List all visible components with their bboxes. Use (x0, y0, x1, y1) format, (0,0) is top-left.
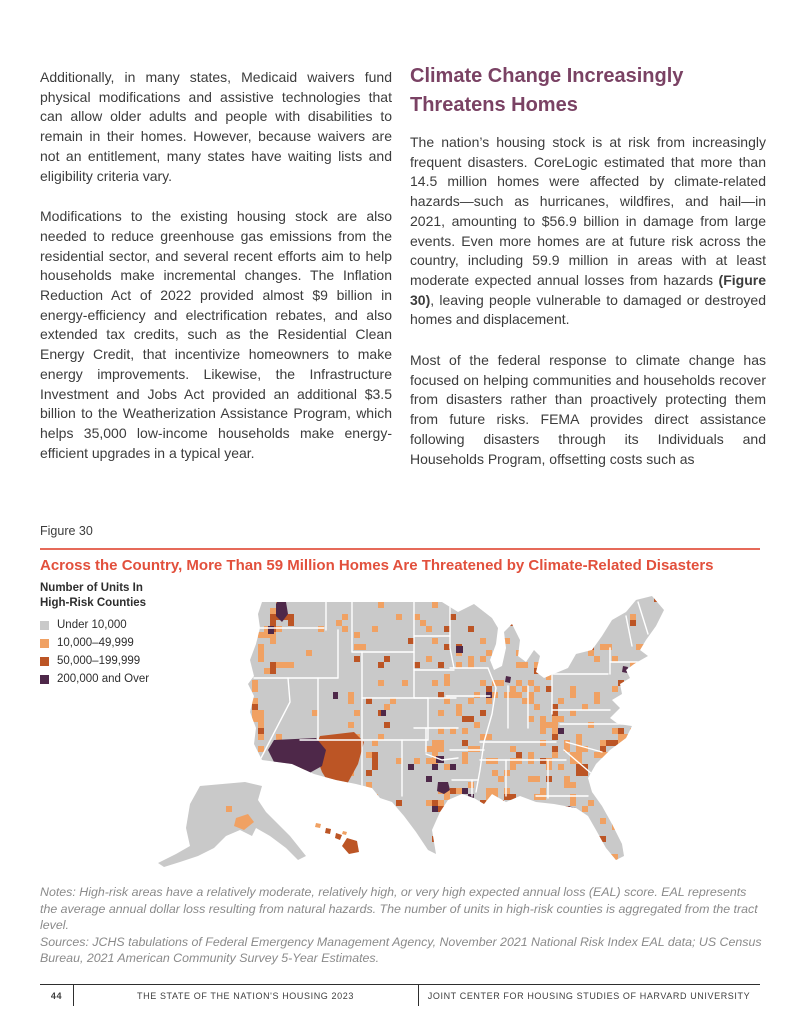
new-york-purple (622, 666, 628, 673)
footer-divider (418, 984, 419, 1006)
section-heading: Climate Change Increasingly Threatens Ho… (410, 65, 684, 116)
denver-purple (381, 710, 386, 716)
left-column: Additionally, in many states, Medicaid w… (40, 68, 392, 484)
legend-item: 200,000 and Over (40, 673, 190, 685)
alaska-silhouette (158, 782, 306, 867)
state-borders (253, 601, 649, 799)
legend-item: 50,000–199,999 (40, 655, 190, 667)
big-island (342, 838, 359, 854)
kauai (315, 823, 321, 828)
seattle-south-purple (268, 626, 274, 634)
figure-label: Figure 30 (40, 524, 93, 538)
seattle-purple (276, 600, 288, 622)
figure-rule (40, 548, 760, 550)
oahu (325, 828, 331, 834)
legend-heading: Number of Units In High-Risk Counties (40, 582, 147, 609)
figure-reference: (Figure 30) (410, 271, 766, 308)
legend-item-label: 200,000 and Over (57, 673, 150, 685)
footer-report-title: THE STATE OF THE NATION'S HOUSING 2023 (137, 991, 354, 1001)
minneapolis-purple (456, 646, 463, 653)
miami-purple (586, 836, 595, 848)
paragraph-text: The nation’s housing stock is at risk fr… (410, 134, 766, 288)
alaska-orange-dot (226, 806, 232, 812)
us-county-choropleth-map (158, 596, 664, 867)
legend-item-label: Under 10,000 (57, 619, 127, 631)
footer-rule (40, 984, 760, 985)
legend-swatch-10000-49999 (40, 638, 49, 648)
footer-divider (73, 984, 74, 1006)
hawaii-inset (315, 823, 359, 854)
arizona-rust-region (314, 732, 364, 788)
legend-swatch-50000-199999 (40, 656, 49, 666)
legend-item: Under 10,000 (40, 619, 190, 631)
alaska-inset (158, 782, 306, 867)
legend-item: 10,000–49,999 (40, 637, 190, 649)
paragraph-text: , leaving people vulnerable to damaged o… (410, 291, 766, 328)
dallas-purple (437, 782, 450, 794)
houston-purple (449, 812, 460, 822)
legend-swatch-under-10000 (40, 620, 49, 630)
alaska-orange-area (234, 814, 254, 830)
right-column: Climate Change Increasingly Threatens Ho… (410, 62, 766, 490)
notes-text: Notes: High-risk areas have a relatively… (40, 885, 758, 932)
sources-text: Sources: JCHS tabulations of Federal Eme… (40, 934, 762, 966)
legend-swatch-200000-over (40, 674, 49, 684)
figure-title: Across the Country, More Than 59 Million… (40, 557, 714, 574)
paragraph: Most of the federal response to climate … (410, 352, 766, 467)
map-legend: Number of Units In High-Risk Counties Un… (40, 581, 190, 691)
paragraph: Additionally, in many states, Medicaid w… (40, 69, 392, 184)
page-number: 44 (50, 991, 63, 1001)
map-container (140, 590, 760, 887)
paragraph: Modifications to the existing housing st… (40, 208, 392, 461)
chicago-purple (505, 676, 511, 683)
footer-org-name: JOINT CENTER FOR HOUSING STUDIES OF HARV… (427, 991, 751, 1001)
salt-lake-purple (333, 692, 338, 699)
new-orleans-purple (470, 814, 478, 821)
figure-notes: Notes: High-risk areas have a relatively… (40, 884, 766, 967)
paragraph: The nation’s housing stock is at risk fr… (410, 133, 766, 330)
molokai (342, 831, 347, 835)
maui (335, 833, 342, 840)
legend-item-label: 50,000–199,999 (57, 655, 141, 667)
legend-item-label: 10,000–49,999 (57, 637, 134, 649)
